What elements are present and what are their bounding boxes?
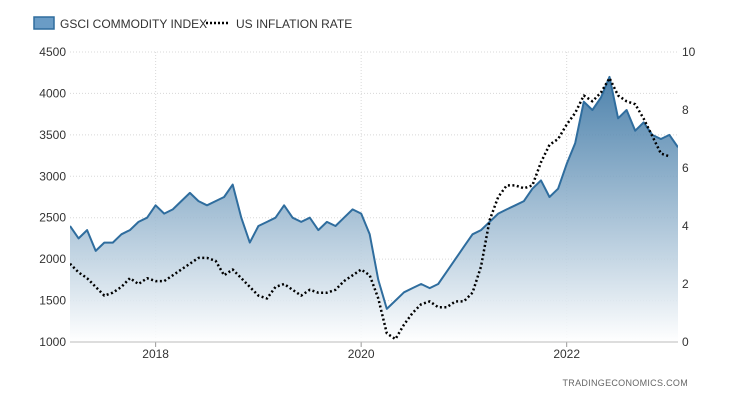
y-left-tick-label: 2000 xyxy=(39,252,66,266)
y-right-tick-label: 6 xyxy=(682,161,689,175)
legend: GSCI COMMODITY INDEX US INFLATION RATE xyxy=(33,16,352,31)
y-right-tick-label: 2 xyxy=(682,277,689,291)
y-left-tick-label: 4000 xyxy=(39,86,66,100)
x-tick-label: 2018 xyxy=(142,347,169,361)
y-right-tick-label: 4 xyxy=(682,219,689,233)
y-left-tick-label: 2500 xyxy=(39,211,66,225)
x-tick-label: 2020 xyxy=(348,347,375,361)
legend-label-inflation: US INFLATION RATE xyxy=(236,17,352,31)
y-left-tick-label: 1000 xyxy=(39,335,66,349)
gsci-area-layer xyxy=(70,76,678,342)
source-label: TRADINGECONOMICS.COM xyxy=(562,378,688,388)
x-tick-label: 2022 xyxy=(553,347,580,361)
y-left-tick-label: 1500 xyxy=(39,294,66,308)
gsci-line xyxy=(70,75,678,310)
y-left-tick-label: 3500 xyxy=(39,128,66,142)
y-right-tick-label: 8 xyxy=(682,103,689,117)
y-right-tick-label: 0 xyxy=(682,335,689,349)
y-axis-right: 0 2 4 6 8 10 xyxy=(682,45,696,349)
x-axis: 2018 2020 2022 xyxy=(70,341,678,361)
y-right-tick-label: 10 xyxy=(682,45,696,59)
legend-label-gsci: GSCI COMMODITY INDEX xyxy=(60,17,207,31)
gsci-area xyxy=(70,76,678,342)
series-lines xyxy=(70,75,678,341)
legend-swatch-gsci xyxy=(33,16,55,30)
y-left-tick-label: 4500 xyxy=(39,45,66,59)
y-left-tick-label: 3000 xyxy=(39,169,66,183)
y-axis-left: 1000 1500 2000 2500 3000 3500 4000 4500 xyxy=(39,45,66,349)
